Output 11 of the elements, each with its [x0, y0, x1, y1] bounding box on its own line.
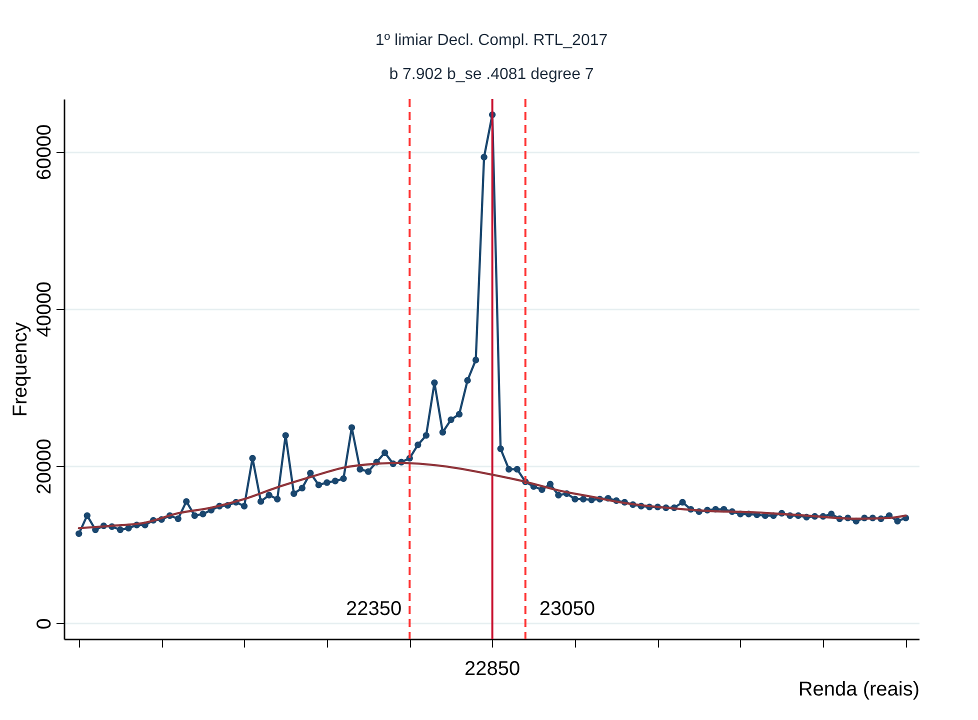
y-tick-label: 20000 [34, 438, 56, 494]
y-tick-label: 0 [34, 618, 56, 630]
y-tick-label: 60000 [34, 124, 56, 180]
x-axis-title: Renda (reais) [798, 678, 920, 700]
ref-line-label: 22850 [464, 658, 520, 680]
y-axis-title: Frequency [10, 322, 32, 417]
ref-line-label: 22350 [346, 598, 402, 620]
chart-title: 1º limiar Decl. Compl. RTL_2017 [375, 32, 608, 49]
y-tick-label: 40000 [34, 282, 56, 338]
ref-line-label: 23050 [539, 598, 596, 620]
chart-subtitle: b 7.902 b_se .4081 degree 7 [389, 66, 594, 83]
